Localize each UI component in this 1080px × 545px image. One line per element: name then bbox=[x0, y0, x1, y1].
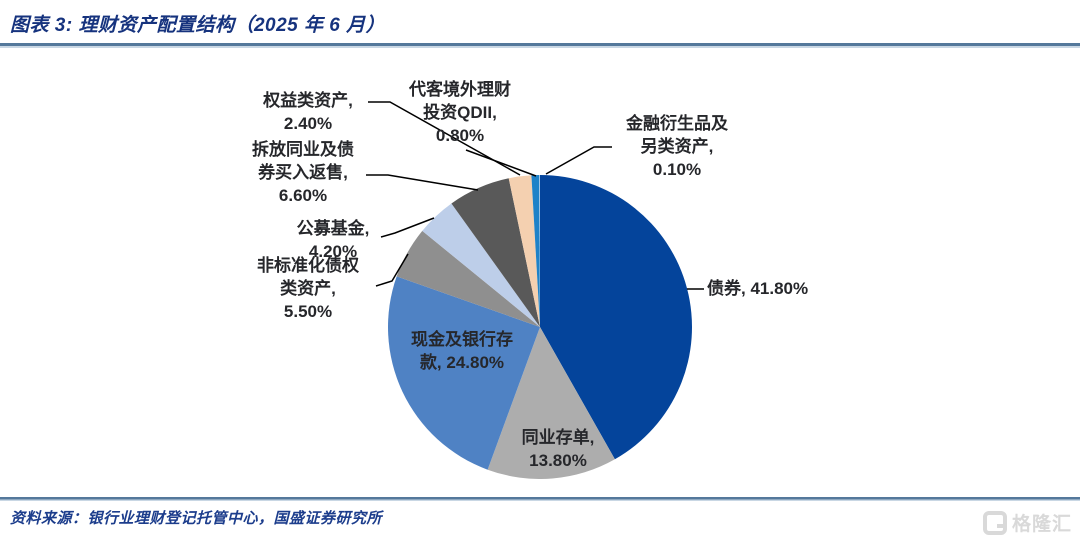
leader-line-qdii bbox=[465, 149, 537, 177]
pie-slice-3 bbox=[396, 230, 540, 327]
pie-chart-area: 债券, 41.80% 同业存单, 13.80% 现金及银行存 款, 24.80%… bbox=[0, 50, 1080, 497]
pie-slice-5 bbox=[451, 178, 540, 327]
gelonghui-watermark: 格隆汇 bbox=[983, 509, 1072, 536]
pie-slice-2 bbox=[388, 276, 540, 470]
label-public-funds: 公募基金, 4.20% bbox=[296, 219, 370, 261]
label-equity-assets: 权益类资产, 2.40% bbox=[263, 91, 353, 133]
pie-slice-0 bbox=[540, 175, 692, 460]
figure-header: 图表 3: 理财资产配置结构（2025 年 6 月） bbox=[0, 0, 1080, 48]
pie-slice-7 bbox=[531, 175, 540, 327]
label-qdii: 代客境外理财 投资QDII, 0.80% bbox=[409, 80, 511, 145]
footer-divider bbox=[0, 497, 1080, 501]
label-interbank-lending: 拆放同业及债 券买入返售, 6.60% bbox=[252, 140, 354, 205]
pie-chart bbox=[388, 175, 692, 479]
pie-slice-1 bbox=[487, 327, 615, 479]
pie-slice-8 bbox=[539, 175, 540, 327]
label-derivatives: 金融衍生品及 另类资产, 0.10% bbox=[626, 114, 728, 179]
gelonghui-logo-text: 格隆汇 bbox=[1012, 514, 1073, 535]
header-divider bbox=[0, 43, 1080, 48]
label-interbank-cd: 同业存单, 13.80% bbox=[521, 428, 595, 470]
figure-title: 图表 3: 理财资产配置结构（2025 年 6 月） bbox=[10, 15, 386, 36]
pie-slice-4 bbox=[422, 203, 540, 327]
gelonghui-logo-icon bbox=[983, 510, 1007, 535]
label-cash-deposits: 现金及银行存 款, 24.80% bbox=[411, 330, 513, 372]
label-nonstandard-debt: 非标准化债权 类资产, 5.50% bbox=[257, 256, 359, 321]
pie-slice-6 bbox=[508, 175, 540, 327]
source-note: 资料来源：银行业理财登记托管中心，国盛证券研究所 bbox=[10, 510, 383, 527]
label-bonds: 债券, 41.80% bbox=[707, 279, 809, 298]
